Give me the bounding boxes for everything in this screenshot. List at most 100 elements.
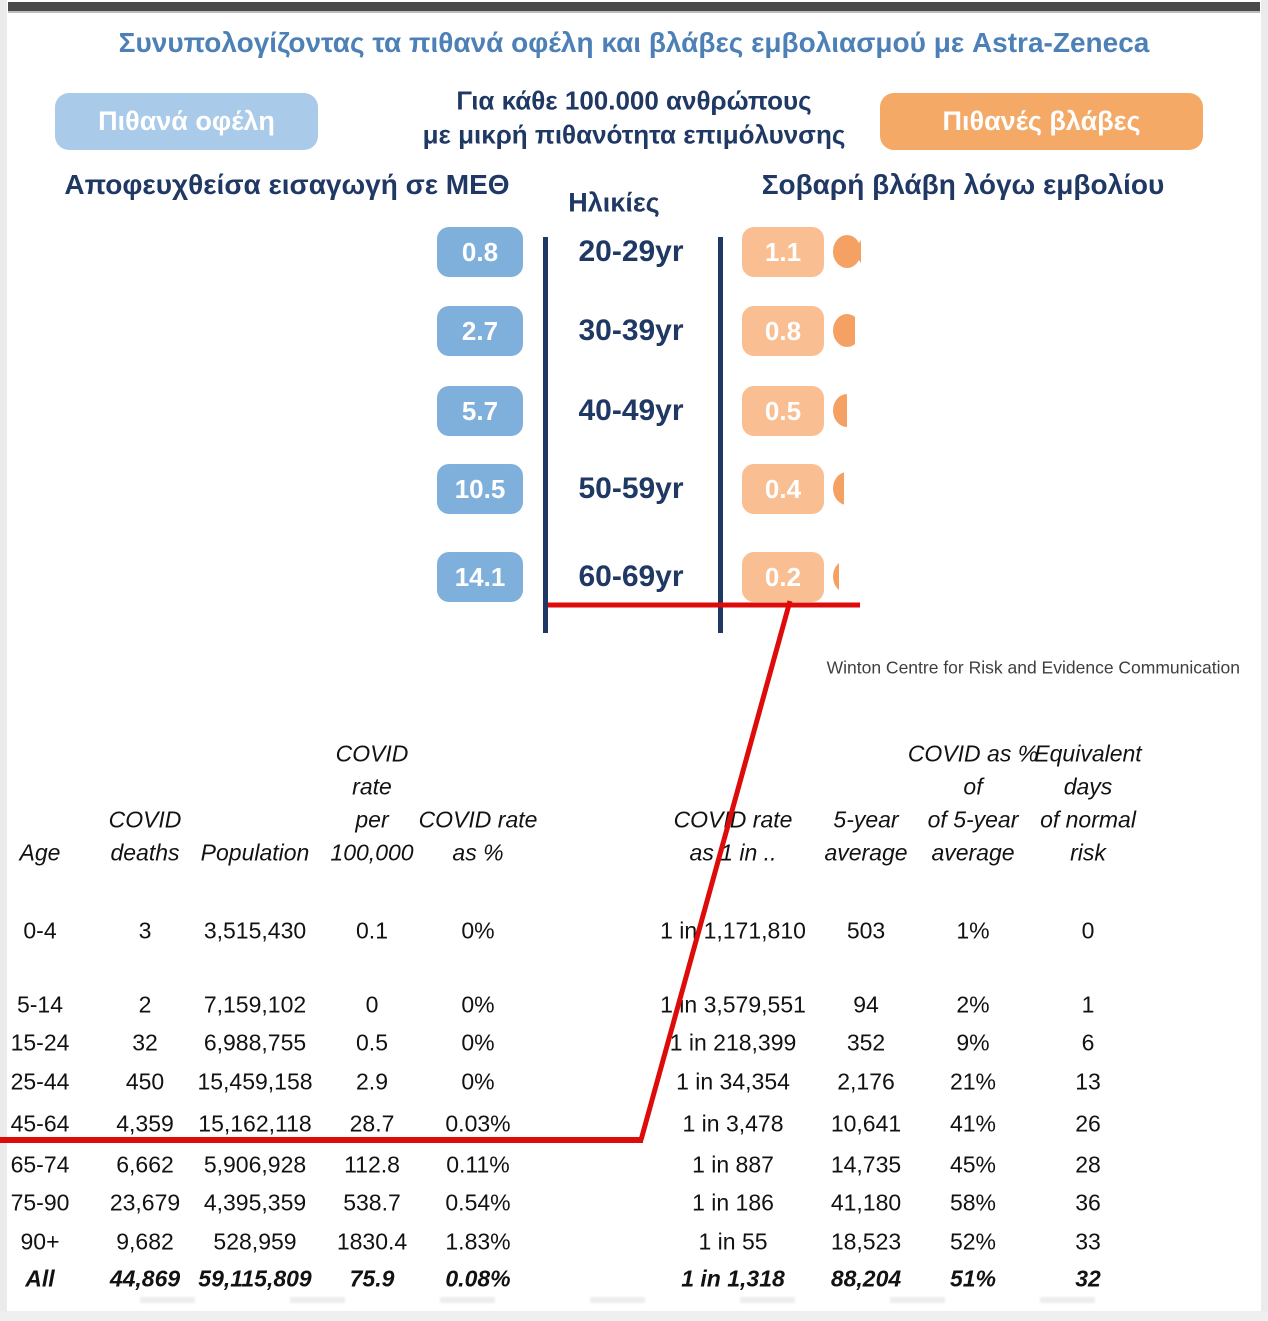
table-cell: 1.83% (445, 1228, 511, 1255)
table-header-cell: as 1 in .. (689, 839, 777, 866)
harm-partial-dot-icon (833, 314, 855, 347)
table-header-cell: of (963, 773, 983, 800)
harm-value-box: 0.5 (742, 386, 824, 436)
table-header-cell: Equivalent (1034, 740, 1142, 767)
table-header-cell: COVID rate (673, 806, 793, 833)
table-cell: 3 (138, 917, 152, 944)
table-cell: 1 (1081, 991, 1095, 1018)
table-header-cell: average (931, 839, 1015, 866)
table-cell: 15,162,118 (198, 1110, 312, 1137)
table-cell: 25-44 (10, 1068, 70, 1095)
table-cell: 15,459,158 (197, 1068, 313, 1095)
table-cell: 0.03% (445, 1110, 511, 1137)
harm-value-box: 0.2 (742, 552, 824, 602)
table-cell: 32 (132, 1029, 158, 1056)
table-total-cell: 88,204 (830, 1265, 902, 1292)
benefits-legend-label: Πιθανά οφέλη (98, 106, 275, 136)
table-total-cell: 1 in 1,318 (681, 1265, 785, 1292)
table-total-cell: 0.08% (445, 1265, 511, 1292)
table-cell: 1 in 3,478 (682, 1110, 784, 1137)
table-header-cell: as % (452, 839, 504, 866)
table-header-cell: of normal (1040, 806, 1136, 833)
table-cell: 5,906,928 (203, 1151, 307, 1178)
table-cell: 3,515,430 (203, 917, 307, 944)
harm-partial-dot-icon (833, 394, 847, 427)
age-group-label: 30-39yr (578, 314, 684, 347)
table-cell: 1830.4 (336, 1228, 408, 1255)
table-total-cell: 59,115,809 (198, 1265, 312, 1292)
table-cell: 90+ (20, 1228, 60, 1255)
harm-dot-row (833, 314, 855, 347)
age-axis-title: Ηλικίες (568, 187, 660, 218)
harm-dot-row (833, 472, 844, 505)
table-header-cell: Population (200, 839, 310, 866)
table-cell: 538.7 (343, 1189, 401, 1216)
bottom-edge-strip (0, 1311, 1268, 1321)
table-cell: 4,395,359 (203, 1189, 307, 1216)
table-cell: 2,176 (837, 1068, 895, 1095)
table-cell: 352 (846, 1029, 886, 1056)
harm-dot-row (833, 394, 847, 427)
table-cell: 0.5 (356, 1029, 388, 1056)
attribution-text: Winton Centre for Risk and Evidence Comm… (826, 657, 1240, 678)
benefit-value-box: 2.7 (437, 306, 523, 356)
table-total-cell: 44,869 (109, 1265, 181, 1292)
table-cell: 0% (461, 991, 495, 1018)
table-cell: 1 in 887 (692, 1151, 774, 1178)
table-header-cell: COVID rate (418, 806, 538, 833)
table-header-cell: 100,000 (330, 839, 414, 866)
table-cell: 36 (1075, 1189, 1101, 1216)
harm-dot-row (833, 235, 861, 268)
table-header-cell: days (1063, 773, 1113, 800)
table-total-cell: All (25, 1265, 55, 1292)
table-cell: 41% (949, 1110, 997, 1137)
table-header-cell: per (355, 806, 389, 833)
table-cell: 2 (138, 991, 152, 1018)
table-cell: 13 (1075, 1068, 1101, 1095)
table-header-cell: COVID (335, 740, 409, 767)
table-header-cell: rate (352, 773, 392, 800)
table-total-cell: 75.9 (349, 1265, 395, 1292)
table-cell: 1 in 218,399 (669, 1029, 797, 1056)
table-cell: 15-24 (10, 1029, 70, 1056)
table-header-cell: 5-year (833, 806, 899, 833)
population-note-line2: με μικρή πιθανότητα επιμόλυνσης (422, 119, 846, 150)
table-cell: 1 in 55 (698, 1228, 768, 1255)
table-cell: 0 (365, 991, 379, 1018)
table-cell: 52% (949, 1228, 997, 1255)
benefit-value-box: 0.8 (437, 227, 523, 277)
table-cell: 18,523 (830, 1228, 902, 1255)
table-cell: 10,641 (830, 1110, 902, 1137)
harm-column-title: Σοβαρή βλάβη λόγω εμβολίου (761, 169, 1165, 200)
table-cell: 5-14 (16, 991, 64, 1018)
table-cell: 9,682 (116, 1228, 174, 1255)
table-cell: 28.7 (349, 1110, 395, 1137)
page-title: Συνυπολογίζοντας τα πιθανά οφέλη και βλά… (118, 27, 1150, 58)
table-cell: 21% (949, 1068, 997, 1095)
harms-legend-pill: Πιθανές βλάβες (880, 93, 1203, 150)
table-cell: 6 (1081, 1029, 1095, 1056)
table-cell: 26 (1075, 1110, 1101, 1137)
faded-bottom-row-ghost (140, 1297, 1170, 1303)
table-cell: 45% (949, 1151, 997, 1178)
table-cell: 65-74 (10, 1151, 70, 1178)
age-group-label: 20-29yr (578, 235, 684, 268)
table-total-cell: 51% (949, 1265, 997, 1292)
table-cell: 1 in 186 (692, 1189, 774, 1216)
table-cell: 28 (1075, 1151, 1101, 1178)
table-cell: 450 (125, 1068, 165, 1095)
harm-value-box: 0.8 (742, 306, 824, 356)
harm-partial-dot-icon (833, 472, 844, 505)
table-header-cell: Age (19, 839, 61, 866)
harm-partial-dot-icon (833, 560, 839, 593)
table-cell: 0-4 (23, 917, 57, 944)
table-cell: 0% (461, 1068, 495, 1095)
table-cell: 0.54% (445, 1189, 511, 1216)
table-cell: 1 in 1,171,810 (660, 917, 806, 944)
red-connector-line (638, 600, 793, 1141)
table-total-cell: 32 (1075, 1265, 1101, 1292)
table-cell: 4,359 (116, 1110, 174, 1137)
table-cell: 9% (956, 1029, 990, 1056)
table-cell: 1% (956, 917, 990, 944)
table-header-cell: COVID as % (907, 740, 1039, 767)
